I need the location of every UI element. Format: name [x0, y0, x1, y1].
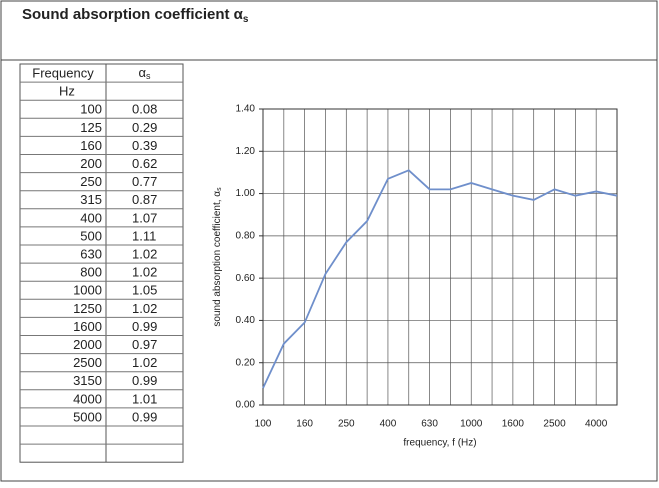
- frequency-cell: 250: [80, 174, 102, 189]
- x-tick-label: 1600: [502, 419, 525, 430]
- table: Frequency Hz αs 100 0.08 125 0.29 160 0.39 200 0.6…: [19, 63, 184, 463]
- coefficient-cell: 0.39: [132, 138, 157, 153]
- title: Sound absorption coefficient αs: [22, 6, 249, 25]
- y-axis-label: sound absorption coefficient, αs: [212, 187, 223, 327]
- frequency-cell: 125: [80, 120, 102, 135]
- y-tick-label: 1.40: [236, 104, 256, 115]
- coefficient-cell: 0.08: [132, 102, 157, 117]
- x-tick-label: 630: [421, 419, 438, 430]
- frequency-cell: 4000: [73, 391, 102, 406]
- coefficient-cell: 1.02: [132, 246, 157, 261]
- x-tick-label: 2500: [543, 419, 566, 430]
- x-tick-label: 160: [296, 419, 313, 430]
- coefficient-cell: 1.07: [132, 210, 157, 225]
- y-tick-label: 0.60: [236, 273, 256, 284]
- frequency-cell: 630: [80, 246, 102, 261]
- column-header-text: α: [138, 65, 146, 80]
- frequency-cell: 400: [80, 210, 102, 225]
- y-axis-label-text: sound absorption coefficient, α: [212, 191, 223, 327]
- coefficient-cell: 1.01: [132, 391, 157, 406]
- x-tick-label: 400: [380, 419, 397, 430]
- y-tick-label: 0.40: [236, 315, 256, 326]
- frequency-cell: 500: [80, 228, 102, 243]
- frequency-cell: 1600: [73, 319, 102, 334]
- x-axis-label: frequency, f (Hz): [403, 438, 476, 449]
- frequency-cell: 5000: [73, 409, 102, 424]
- coefficient-cell: 1.02: [132, 355, 157, 370]
- frequency-cell: 1000: [73, 283, 102, 298]
- y-tick-label: 0.00: [236, 400, 256, 411]
- frequency-cell: 2000: [73, 337, 102, 352]
- frequency-cell: 1250: [73, 301, 102, 316]
- coefficient-cell: 1.11: [132, 228, 156, 243]
- plot-border: [262, 108, 618, 406]
- coefficient-cell: 0.99: [132, 409, 157, 424]
- coefficient-cell: 1.02: [132, 265, 157, 280]
- frequency-cell: 3150: [73, 373, 102, 388]
- column-header: Frequency: [32, 65, 94, 80]
- frequency-cell: 160: [80, 138, 102, 153]
- x-tick-label: 100: [255, 419, 272, 430]
- coefficient-cell: 1.05: [132, 283, 157, 298]
- chart: 0.00 0.20 0.40 0.60 0.80 1.00 1.20 1.40 100 160 25…: [212, 104, 618, 449]
- data-line: [262, 169, 618, 389]
- coefficient-cell: 0.97: [132, 337, 157, 352]
- title-text: Sound absorption coefficient α: [22, 6, 244, 23]
- x-tick-label: 250: [338, 419, 355, 430]
- x-tick-label: 1000: [460, 419, 483, 430]
- frequency-cell: 315: [80, 192, 102, 207]
- column-unit: Hz: [59, 84, 75, 99]
- frequency-cell: 100: [80, 102, 102, 117]
- y-axis-label-subscript: s: [216, 187, 223, 191]
- coefficient-cell: 1.02: [132, 301, 157, 316]
- coefficient-cell: 0.99: [132, 319, 157, 334]
- coefficient-cell: 0.62: [132, 156, 157, 171]
- column-header: αs: [138, 65, 151, 81]
- column-header-subscript: s: [146, 71, 151, 81]
- frequency-cell: 800: [80, 265, 102, 280]
- coefficient-cell: 0.99: [132, 373, 157, 388]
- y-tick-label: 1.00: [236, 188, 256, 199]
- frequency-cell: 2500: [73, 355, 102, 370]
- y-tick-label: 0.80: [236, 230, 256, 241]
- title-subscript: s: [243, 14, 249, 25]
- coefficient-cell: 0.87: [132, 192, 157, 207]
- frequency-cell: 200: [80, 156, 102, 171]
- coefficient-cell: 0.29: [132, 120, 157, 135]
- x-tick-label: 4000: [585, 419, 608, 430]
- y-tick-label: 1.20: [236, 146, 256, 157]
- y-tick-label: 0.20: [236, 357, 256, 368]
- coefficient-cell: 0.77: [132, 174, 157, 189]
